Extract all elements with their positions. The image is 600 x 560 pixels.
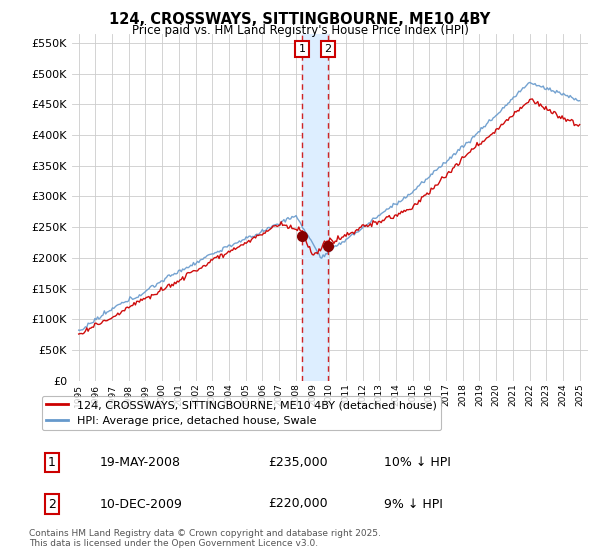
Bar bbox=[302, 34, 328, 381]
Text: 2: 2 bbox=[325, 44, 332, 54]
Text: £220,000: £220,000 bbox=[268, 497, 328, 511]
Text: 10-DEC-2009: 10-DEC-2009 bbox=[100, 497, 182, 511]
Text: 10% ↓ HPI: 10% ↓ HPI bbox=[385, 456, 451, 469]
Text: 9% ↓ HPI: 9% ↓ HPI bbox=[385, 497, 443, 511]
Text: 1: 1 bbox=[299, 44, 305, 54]
Text: 2: 2 bbox=[48, 497, 56, 511]
Text: £235,000: £235,000 bbox=[268, 456, 328, 469]
Legend: 124, CROSSWAYS, SITTINGBOURNE, ME10 4BY (detached house), HPI: Average price, de: 124, CROSSWAYS, SITTINGBOURNE, ME10 4BY … bbox=[41, 396, 442, 430]
Text: Contains HM Land Registry data © Crown copyright and database right 2025.
This d: Contains HM Land Registry data © Crown c… bbox=[29, 529, 381, 548]
Text: 124, CROSSWAYS, SITTINGBOURNE, ME10 4BY: 124, CROSSWAYS, SITTINGBOURNE, ME10 4BY bbox=[109, 12, 491, 27]
Text: 1: 1 bbox=[48, 456, 56, 469]
Text: Price paid vs. HM Land Registry's House Price Index (HPI): Price paid vs. HM Land Registry's House … bbox=[131, 24, 469, 37]
Text: 19-MAY-2008: 19-MAY-2008 bbox=[100, 456, 181, 469]
